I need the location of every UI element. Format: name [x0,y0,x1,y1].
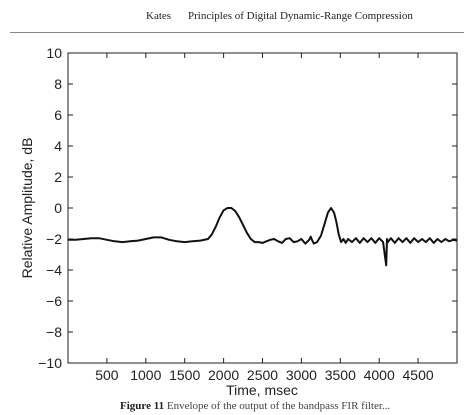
x-tick-label: 500 [95,367,119,383]
x-tick-label: 1000 [130,367,161,383]
series-line [68,207,458,267]
y-tick-label: −10 [38,355,62,371]
caption-label: Figure 11 [120,400,165,412]
header-rule [10,32,464,33]
y-axis: 10 8 6 4 2 0 −2 −4 −6 −8 −10 [38,45,457,371]
y-tick-label: 2 [54,169,62,185]
y-tick-label: −2 [46,231,62,247]
x-tick-label: 3500 [325,367,356,383]
y-tick-label: 0 [54,200,62,216]
y-tick-label: −4 [46,262,62,278]
x-axis: 500 1000 1500 2000 2500 3000 3500 4000 4500 [95,53,434,383]
figure-caption: Figure 11 Envelope of the output of the … [120,400,474,412]
caption-text: Envelope of the output of the bandpass F… [166,400,391,412]
x-tick-label: 1500 [169,367,200,383]
y-axis-label: Relative Amplitude, dB [19,138,35,279]
y-tick-label: 10 [46,45,62,61]
x-tick-label: 2000 [208,367,239,383]
x-axis-label: Time, msec [226,382,298,398]
x-tick-label: 2500 [247,367,278,383]
plot-frame [67,52,458,364]
y-tick-label: −8 [46,324,62,340]
y-tick-label: −6 [46,293,62,309]
page-header: Kates Principles of Digital Dynamic-Rang… [0,0,474,34]
y-tick-label: 6 [54,107,62,123]
y-tick-label: 8 [54,76,62,92]
x-tick-label: 4500 [403,367,434,383]
y-tick-label: 4 [54,138,62,154]
x-tick-label: 3000 [286,367,317,383]
running-title: Principles of Digital Dynamic-Range Comp… [188,10,413,22]
running-author: Kates [146,10,172,22]
x-tick-label: 4000 [364,367,395,383]
